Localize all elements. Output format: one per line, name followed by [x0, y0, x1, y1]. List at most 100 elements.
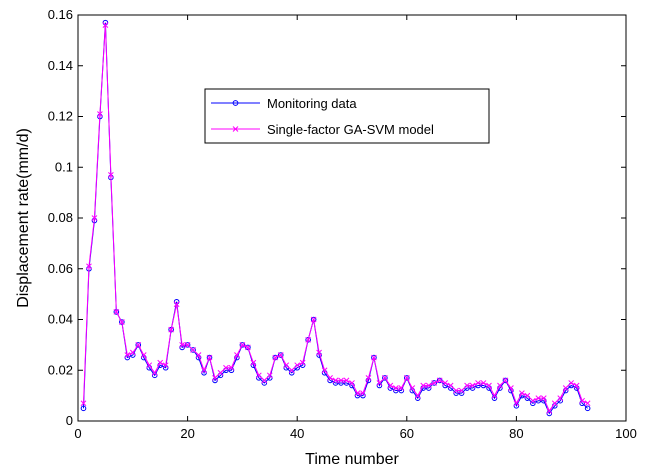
data-point-single-factor-ga-svm-model	[403, 375, 410, 381]
data-point-single-factor-ga-svm-model	[261, 377, 268, 384]
data-point-single-factor-ga-svm-model	[266, 372, 273, 379]
data-point-monitoring-data	[272, 354, 279, 361]
data-point-single-factor-ga-svm-model	[294, 362, 301, 369]
data-point-single-factor-ga-svm-model	[321, 367, 328, 374]
data-point-single-factor-ga-svm-model	[508, 385, 514, 391]
data-point-single-factor-ga-svm-model	[250, 359, 257, 366]
y-tick-label: 0.04	[48, 312, 73, 327]
data-point-single-factor-ga-svm-model	[327, 375, 333, 381]
y-tick-label: 0.1	[55, 159, 73, 174]
data-point-single-factor-ga-svm-model	[212, 375, 218, 381]
y-tick-label: 0.02	[48, 362, 73, 377]
data-point-single-factor-ga-svm-model	[277, 352, 284, 358]
data-point-single-factor-ga-svm-model	[343, 377, 350, 384]
x-tick-label: 100	[615, 426, 637, 441]
series-single-factor-ga-svm-model	[80, 22, 591, 414]
data-point-single-factor-ga-svm-model	[453, 387, 459, 394]
data-point-single-factor-ga-svm-model	[86, 263, 92, 270]
data-point-single-factor-ga-svm-model	[332, 377, 339, 384]
data-point-monitoring-data	[404, 375, 410, 381]
data-point-single-factor-ga-svm-model	[387, 382, 394, 389]
data-point-single-factor-ga-svm-model	[557, 395, 564, 402]
data-point-single-factor-ga-svm-model	[113, 309, 120, 315]
data-point-monitoring-data	[436, 377, 443, 384]
data-point-single-factor-ga-svm-model	[195, 352, 202, 358]
data-point-single-factor-ga-svm-model	[360, 390, 366, 396]
data-point-single-factor-ga-svm-model	[464, 382, 470, 389]
data-point-single-factor-ga-svm-model	[354, 390, 361, 396]
data-point-single-factor-ga-svm-model	[382, 375, 388, 381]
data-point-single-factor-ga-svm-model	[190, 347, 196, 353]
data-point-single-factor-ga-svm-model	[146, 362, 153, 369]
data-point-single-factor-ga-svm-model	[173, 301, 180, 308]
y-tick-label: 0.14	[48, 58, 73, 73]
x-tick-label: 80	[509, 426, 523, 441]
data-point-monitoring-data	[239, 342, 246, 348]
data-point-single-factor-ga-svm-model	[491, 392, 498, 399]
data-point-single-factor-ga-svm-model	[179, 342, 185, 348]
data-point-single-factor-ga-svm-model	[124, 352, 131, 358]
data-point-single-factor-ga-svm-model	[97, 111, 103, 117]
data-point-monitoring-data	[245, 344, 251, 351]
data-point-single-factor-ga-svm-model	[283, 362, 290, 369]
y-tick-label: 0.06	[48, 261, 73, 276]
data-point-single-factor-ga-svm-model	[584, 400, 591, 407]
data-point-single-factor-ga-svm-model	[310, 316, 317, 323]
data-point-single-factor-ga-svm-model	[458, 387, 465, 394]
data-point-single-factor-ga-svm-model	[513, 400, 520, 407]
data-point-single-factor-ga-svm-model	[414, 392, 421, 399]
data-point-single-factor-ga-svm-model	[288, 367, 295, 374]
data-point-single-factor-ga-svm-model	[255, 372, 262, 379]
legend-label-monitoring: Monitoring data	[267, 96, 357, 111]
data-point-single-factor-ga-svm-model	[371, 354, 377, 361]
data-point-monitoring-data	[80, 405, 87, 412]
legend-box	[204, 88, 490, 144]
data-point-monitoring-data	[206, 354, 213, 361]
data-point-single-factor-ga-svm-model	[129, 349, 136, 356]
data-point-single-factor-ga-svm-model	[201, 367, 207, 374]
x-tick-label: 0	[74, 426, 81, 441]
data-point-single-factor-ga-svm-model	[217, 369, 224, 376]
data-point-single-factor-ga-svm-model	[497, 382, 503, 389]
data-point-single-factor-ga-svm-model	[206, 354, 213, 361]
y-tick-label: 0	[66, 413, 73, 428]
data-point-single-factor-ga-svm-model	[475, 380, 481, 386]
data-point-monitoring-data	[382, 375, 388, 381]
data-point-single-factor-ga-svm-model	[579, 397, 586, 404]
data-point-single-factor-ga-svm-model	[431, 380, 438, 386]
data-point-single-factor-ga-svm-model	[469, 382, 476, 389]
data-point-single-factor-ga-svm-model	[409, 385, 416, 391]
data-point-single-factor-ga-svm-model	[562, 385, 569, 391]
data-point-single-factor-ga-svm-model	[349, 380, 355, 386]
data-point-single-factor-ga-svm-model	[519, 390, 525, 396]
data-point-monitoring-data	[277, 352, 284, 358]
data-point-single-factor-ga-svm-model	[398, 385, 405, 391]
y-axis-title: Displacement rate(mm/d)	[15, 128, 32, 308]
data-point-single-factor-ga-svm-model	[151, 369, 158, 376]
data-point-single-factor-ga-svm-model	[436, 377, 443, 384]
data-point-single-factor-ga-svm-model	[118, 319, 125, 325]
data-point-single-factor-ga-svm-model	[338, 377, 344, 384]
x-tick-label: 40	[290, 426, 304, 441]
data-point-single-factor-ga-svm-model	[234, 352, 240, 358]
data-point-single-factor-ga-svm-model	[524, 392, 531, 399]
plot-area	[77, 14, 627, 422]
axis-ticks: 0 20 40 60 80 100 0 0.02 0.04 0.06 0.08 0.1 0.12 0.14…	[48, 7, 637, 441]
data-point-single-factor-ga-svm-model	[140, 352, 147, 358]
data-point-single-factor-ga-svm-model	[376, 380, 383, 386]
data-point-single-factor-ga-svm-model	[573, 382, 580, 389]
data-point-single-factor-ga-svm-model	[316, 349, 322, 356]
legend-marker-ga-svm	[232, 126, 239, 132]
data-point-single-factor-ga-svm-model	[546, 407, 553, 414]
legend: Monitoring data Single-factor GA-SVM mod…	[204, 88, 490, 144]
data-point-single-factor-ga-svm-model	[80, 400, 87, 407]
data-point-single-factor-ga-svm-model	[157, 359, 164, 366]
data-point-monitoring-data	[431, 380, 438, 386]
data-point-single-factor-ga-svm-model	[365, 375, 372, 381]
data-point-single-factor-ga-svm-model	[540, 395, 547, 402]
x-tick-label: 20	[180, 426, 194, 441]
data-point-single-factor-ga-svm-model	[551, 400, 558, 407]
data-point-single-factor-ga-svm-model	[420, 382, 427, 389]
data-point-single-factor-ga-svm-model	[425, 382, 432, 389]
